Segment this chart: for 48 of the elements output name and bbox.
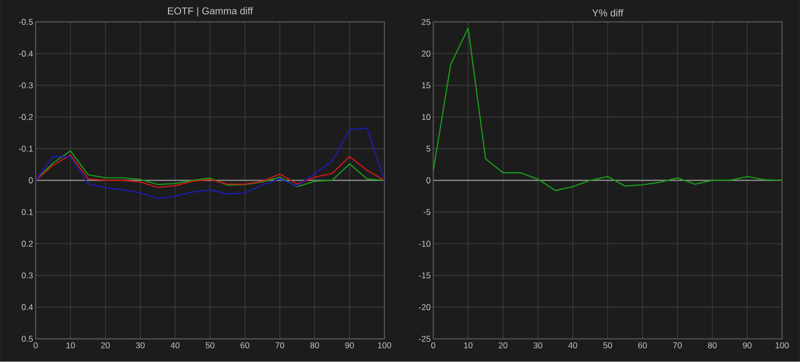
y-tick-label: 0.5	[22, 336, 33, 342]
y-tick-label: 0	[28, 178, 33, 184]
x-tick-label: 30	[534, 342, 542, 348]
x-tick-label: 20	[498, 342, 508, 348]
x-tick-label: 40	[568, 342, 578, 348]
y-tick-label: -10	[418, 240, 430, 247]
x-tick-label: 80	[310, 342, 320, 348]
y-tick-label: -25	[418, 336, 430, 342]
y-tick-label: -5	[424, 209, 430, 216]
x-tick-label: 50	[603, 342, 612, 348]
y-tick-label: 0	[426, 178, 430, 184]
x-tick-label: 70	[673, 342, 682, 348]
x-tick-label: 30	[136, 342, 145, 348]
x-tick-label: 70	[276, 342, 284, 348]
x-tick-label: 90	[345, 342, 354, 348]
x-tick-label: 10	[464, 342, 473, 348]
line-series	[433, 28, 782, 192]
x-tick-label: 100	[378, 342, 392, 348]
y-tick-label: 0.1	[22, 209, 33, 216]
x-tick-label: 40	[170, 342, 180, 348]
x-tick-label: 60	[240, 342, 250, 348]
y-tick-label: -0.4	[18, 50, 33, 57]
y-tick-label: 10	[422, 114, 430, 120]
y-tick-label: -0.1	[18, 146, 33, 152]
x-tick-label: 60	[638, 342, 647, 348]
x-tick-label: 90	[742, 342, 752, 348]
chart-title: Y% diff	[592, 9, 624, 17]
x-tick-label: 20	[101, 342, 110, 348]
x-tick-label: 0	[431, 342, 436, 348]
y-tick-label: 20	[422, 50, 430, 57]
y-tick-label: -0.5	[18, 19, 33, 26]
x-tick-label: 80	[708, 342, 717, 348]
y-tick-label: -0.3	[18, 82, 33, 88]
x-tick-label: 50	[206, 342, 214, 348]
x-tick-label: 100	[776, 342, 789, 348]
y-tick-label: 0.2	[22, 240, 33, 247]
y-tick-label: -20	[418, 304, 430, 310]
line-series	[36, 128, 384, 200]
y-tick-label: -15	[418, 272, 430, 278]
x-tick-label: 0	[34, 342, 38, 348]
y-tick-label: 0.4	[22, 304, 33, 310]
y-tick-label: 5	[426, 146, 430, 152]
y-tick-label: 15	[422, 82, 430, 88]
chart-title: EOTF | Gamma diff	[168, 7, 253, 17]
y-tick-label: 25	[422, 19, 430, 26]
y-tick-label: -0.2	[18, 114, 33, 120]
y-tick-label: 0.3	[22, 272, 33, 279]
x-tick-label: 10	[66, 342, 75, 348]
